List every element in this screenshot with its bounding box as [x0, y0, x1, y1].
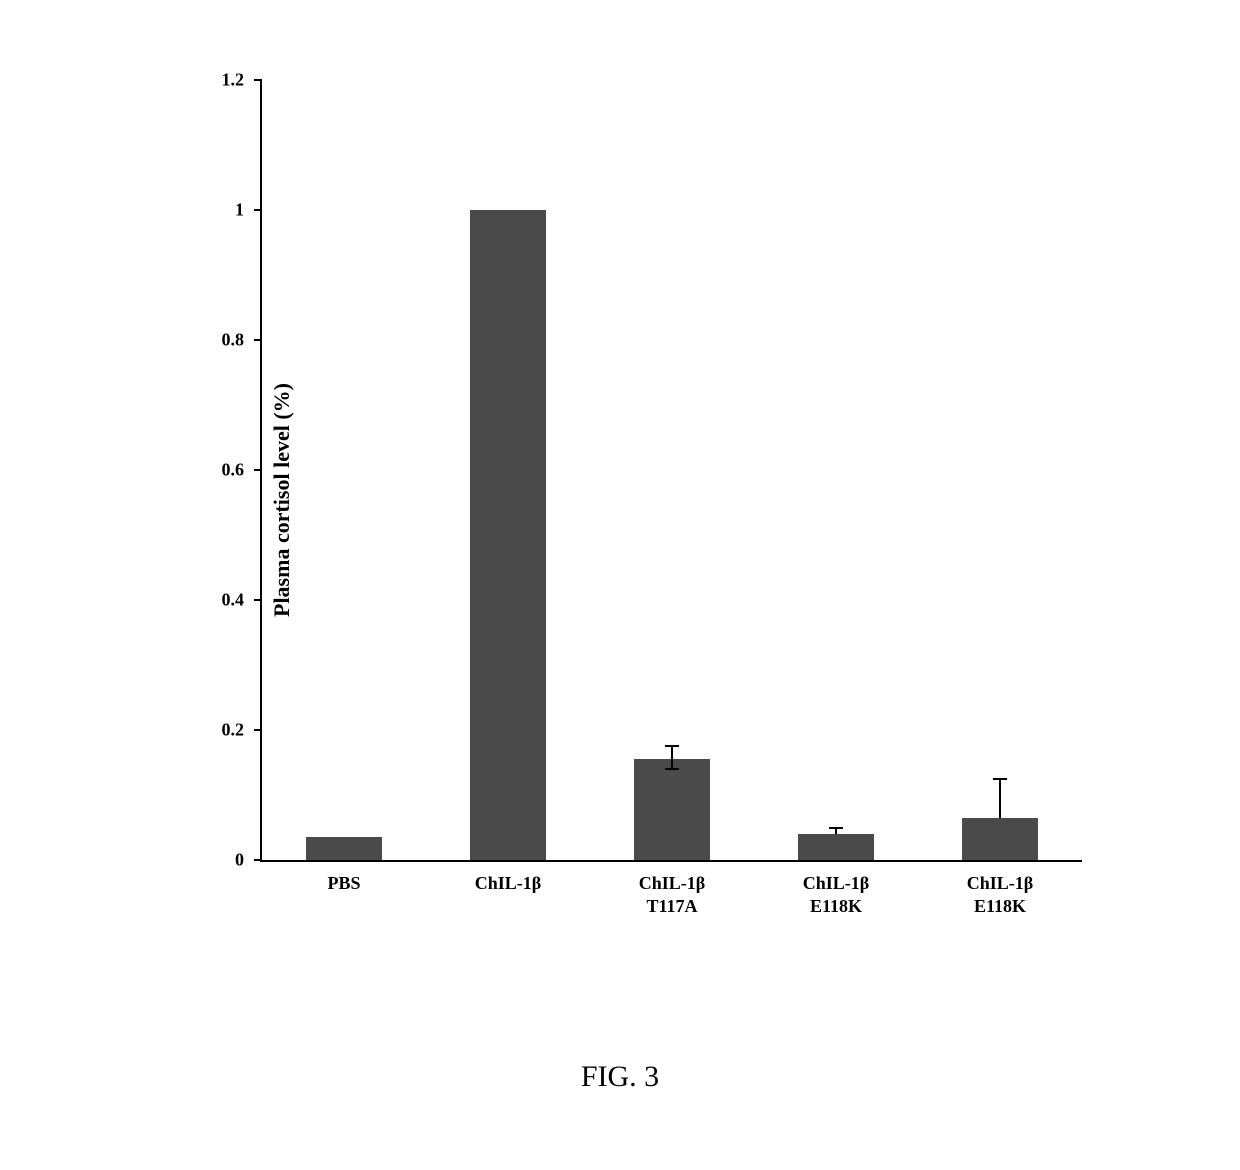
- y-tick-mark: [254, 339, 262, 341]
- figure-caption: FIG. 3: [581, 1060, 659, 1094]
- y-tick-mark: [254, 599, 262, 601]
- x-tick-label: ChIL-1βE118K: [967, 860, 1034, 917]
- chart-container: Plasma cortisol level (%) 00.20.40.60.81…: [120, 50, 1120, 1050]
- y-tick-mark: [254, 209, 262, 211]
- error-cap: [829, 827, 843, 829]
- x-tick-label: ChIL-1β: [475, 860, 542, 895]
- error-cap: [665, 745, 679, 747]
- x-tick-label: ChIL-1βT117A: [639, 860, 706, 917]
- error-cap: [993, 778, 1007, 780]
- x-tick-label: PBS: [327, 860, 360, 895]
- bar: [306, 837, 381, 860]
- plot-area: Plasma cortisol level (%) 00.20.40.60.81…: [260, 80, 1082, 862]
- y-tick-mark: [254, 79, 262, 81]
- bar: [634, 759, 709, 860]
- x-tick-label: ChIL-1βE118K: [803, 860, 870, 917]
- error-cap: [665, 768, 679, 770]
- y-axis-label: Plasma cortisol level (%): [269, 383, 295, 617]
- error-bar: [999, 779, 1001, 818]
- y-tick-mark: [254, 729, 262, 731]
- y-tick-mark: [254, 469, 262, 471]
- bar: [798, 834, 873, 860]
- error-bar: [671, 746, 673, 769]
- y-tick-mark: [254, 859, 262, 861]
- bar: [470, 210, 545, 860]
- bar: [962, 818, 1037, 860]
